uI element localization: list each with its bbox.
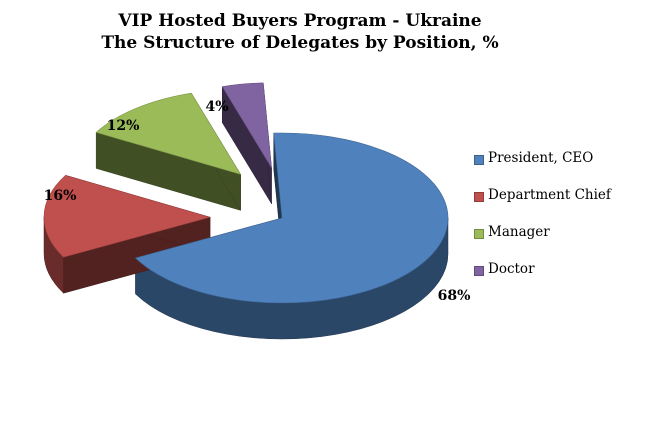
legend-swatch-department-chief — [474, 192, 484, 202]
chart-subtitle: The Structure of Delegates by Position, … — [101, 33, 499, 53]
slice-manager — [95, 92, 242, 175]
legend-swatch-manager — [474, 229, 484, 239]
legend-label-doctor: Doctor — [488, 261, 535, 277]
legend-swatch-president-ceo — [474, 155, 484, 165]
data-label-president-ceo: 68% — [438, 288, 471, 304]
slice-president-ceo — [134, 132, 449, 304]
legend-swatch-doctor — [474, 266, 484, 276]
legend-label-department-chief: Department Chief — [488, 187, 611, 203]
legend-label-president-ceo: President, CEO — [488, 150, 594, 166]
slice-department-chief — [43, 174, 212, 258]
chart-title: VIP Hosted Buyers Program - Ukraine — [118, 11, 482, 31]
legend-label-manager: Manager — [488, 224, 550, 240]
data-label-doctor: 4% — [205, 99, 228, 115]
data-label-department-chief: 16% — [44, 188, 77, 204]
chart-title-block: VIP Hosted Buyers Program - Ukraine The … — [0, 10, 600, 54]
data-label-manager: 12% — [107, 118, 140, 134]
slice-doctor — [221, 82, 272, 168]
